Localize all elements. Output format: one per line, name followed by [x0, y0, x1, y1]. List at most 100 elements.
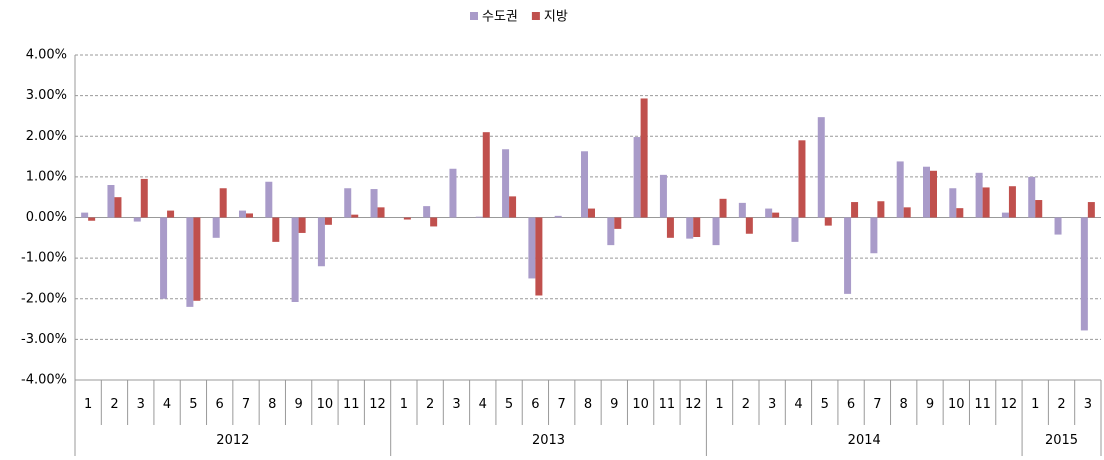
bar — [607, 217, 615, 246]
group-label: 2013 — [532, 433, 565, 448]
bar — [765, 208, 773, 218]
x-tick-label: 4 — [163, 397, 171, 412]
x-tick-label: 9 — [294, 397, 302, 412]
bar — [693, 217, 701, 237]
bar — [324, 217, 332, 225]
bar — [403, 217, 411, 220]
x-tick-label: 1 — [400, 397, 408, 412]
bar — [588, 208, 595, 218]
bar — [160, 217, 168, 299]
bar — [930, 170, 937, 218]
bar — [1054, 217, 1062, 235]
bar — [475, 216, 483, 218]
x-tick-label: 8 — [268, 397, 276, 412]
x-tick-label: 3 — [452, 397, 460, 412]
bar — [877, 201, 885, 218]
bar — [738, 202, 746, 218]
bar — [298, 217, 306, 233]
bar — [430, 217, 438, 227]
y-tick-label: -3.00% — [21, 332, 67, 347]
x-tick-label: 9 — [610, 397, 618, 412]
bar — [686, 217, 694, 239]
bar — [712, 217, 720, 246]
bar — [614, 217, 622, 229]
x-tick-label: 5 — [189, 397, 197, 412]
y-tick-label: 3.00% — [26, 88, 67, 103]
bar — [896, 161, 904, 218]
bar — [246, 213, 253, 218]
legend-label: 수도권 — [482, 10, 518, 25]
legend-swatch — [470, 12, 478, 20]
bar — [982, 187, 990, 218]
bar — [167, 210, 175, 218]
y-tick-label: 4.00% — [26, 48, 67, 63]
bar — [272, 217, 280, 242]
x-tick-label: 2 — [1057, 397, 1065, 412]
bar — [1001, 212, 1009, 218]
bar — [640, 98, 648, 218]
x-tick-label: 3 — [768, 397, 776, 412]
bar — [851, 202, 859, 218]
x-tick-label: 12 — [1001, 397, 1018, 412]
bar — [535, 217, 543, 296]
bar — [291, 217, 299, 302]
x-tick-label: 3 — [137, 397, 145, 412]
bar — [666, 217, 674, 238]
group-label: 2014 — [848, 433, 881, 448]
bar — [745, 217, 753, 234]
bar — [265, 181, 273, 218]
x-tick-label: 2 — [110, 397, 118, 412]
x-tick-label: 4 — [794, 397, 802, 412]
bar — [449, 168, 457, 218]
x-tick-label: 7 — [873, 397, 881, 412]
bar — [370, 189, 378, 218]
x-tick-label: 2 — [742, 397, 750, 412]
bar — [949, 188, 957, 218]
group-label: 2015 — [1045, 433, 1078, 448]
bar — [1035, 200, 1043, 218]
bar — [528, 217, 536, 279]
bar — [824, 217, 832, 226]
x-tick-label: 6 — [531, 397, 539, 412]
bar — [239, 210, 246, 218]
bar — [719, 198, 727, 218]
x-tick-label: 5 — [821, 397, 829, 412]
bar — [772, 212, 780, 218]
y-tick-label: -4.00% — [21, 373, 67, 388]
bar — [219, 188, 227, 218]
bar — [88, 217, 96, 221]
x-tick-label: 1 — [1031, 397, 1039, 412]
x-tick-label: 4 — [479, 397, 487, 412]
bar — [956, 208, 964, 218]
y-tick-label: 2.00% — [26, 129, 67, 144]
bar — [351, 214, 359, 218]
bar — [212, 217, 220, 238]
bar — [923, 166, 930, 218]
y-tick-label: 1.00% — [26, 169, 67, 184]
bar — [114, 197, 122, 218]
bar — [1028, 176, 1036, 218]
x-tick-label: 10 — [632, 397, 649, 412]
bar — [798, 140, 806, 218]
bar — [423, 206, 431, 218]
x-tick-label: 1 — [715, 397, 723, 412]
x-tick-label: 3 — [1084, 397, 1092, 412]
group-label: 2012 — [216, 433, 249, 448]
bar — [844, 217, 852, 294]
bar — [633, 137, 641, 218]
legend-swatch — [531, 12, 540, 20]
x-tick-label: 10 — [317, 397, 334, 412]
bar — [870, 217, 878, 254]
bar — [482, 132, 490, 218]
bar — [133, 217, 141, 222]
bar — [817, 117, 825, 218]
x-tick-label: 2 — [426, 397, 434, 412]
x-tick-label: 11 — [659, 397, 676, 412]
x-tick-label: 7 — [558, 397, 566, 412]
x-tick-label: 6 — [216, 397, 224, 412]
x-tick-label: 6 — [847, 397, 855, 412]
bar — [791, 217, 799, 242]
y-tick-label: -1.00% — [21, 251, 67, 266]
bar — [502, 149, 510, 218]
